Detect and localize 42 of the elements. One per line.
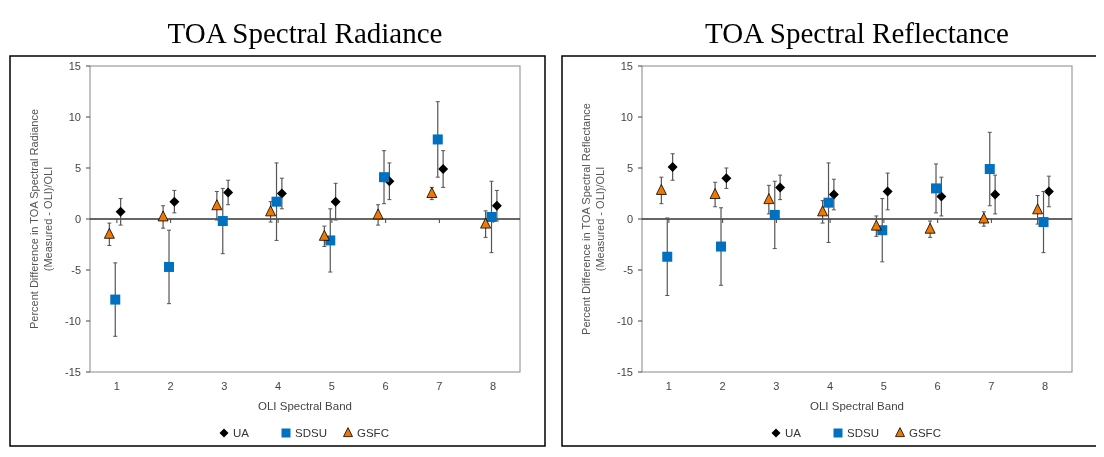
x-tick-label: 3 (221, 380, 228, 392)
y-tick-label: 10 (620, 111, 633, 123)
x-tick-label: 2 (719, 380, 726, 392)
x-tick-label: 7 (436, 380, 443, 392)
legend-label: UA (233, 427, 250, 439)
x-tick-label: 5 (328, 380, 335, 392)
x-tick-label: 5 (880, 380, 887, 392)
x-tick-label: 7 (988, 380, 995, 392)
x-tick-label: 1 (665, 380, 672, 392)
y-tick-label: 10 (68, 111, 81, 123)
y-tick-label: -10 (65, 315, 81, 327)
x-tick-label: 8 (1042, 380, 1049, 392)
y-tick-label: 15 (620, 60, 633, 72)
legend-label: GSFC (909, 427, 941, 439)
x-axis-title: OLI Spectral Band (810, 400, 904, 412)
legend-label: SDSU (295, 427, 327, 439)
x-tick-label: 1 (113, 380, 120, 392)
chart-title: TOA Spectral Reflectance (705, 17, 1009, 49)
y-tick-label: -5 (71, 264, 81, 276)
y-tick-label: 5 (74, 162, 81, 174)
y-tick-label: 0 (626, 213, 633, 225)
legend-label: GSFC (357, 427, 389, 439)
x-tick-label: 8 (490, 380, 497, 392)
y-tick-label: -15 (65, 366, 81, 378)
x-tick-label: 4 (275, 380, 282, 392)
x-tick-label: 3 (773, 380, 780, 392)
y-axis-title: Percent Difference in TOA Spectral Radiance (Measured - OLI)/OLI (28, 108, 54, 330)
legend-label: UA (785, 427, 802, 439)
x-tick-label: 6 (934, 380, 941, 392)
x-axis-title: OLI Spectral Band (258, 400, 352, 412)
y-axis-title: Percent Difference in TOA Spectral Reflectance (Measured - OLI)/OLI (580, 103, 606, 335)
y-tick-label: 0 (74, 213, 81, 225)
y-tick-label: 15 (68, 60, 81, 72)
y-tick-label: -5 (623, 264, 633, 276)
x-tick-label: 4 (827, 380, 834, 392)
legend-label: SDSU (847, 427, 879, 439)
chart-title: TOA Spectral Radiance (167, 17, 443, 49)
x-tick-label: 6 (382, 380, 389, 392)
x-tick-label: 2 (167, 380, 174, 392)
y-tick-label: -10 (617, 315, 633, 327)
y-tick-label: 5 (626, 162, 633, 174)
y-tick-label: -15 (617, 366, 633, 378)
